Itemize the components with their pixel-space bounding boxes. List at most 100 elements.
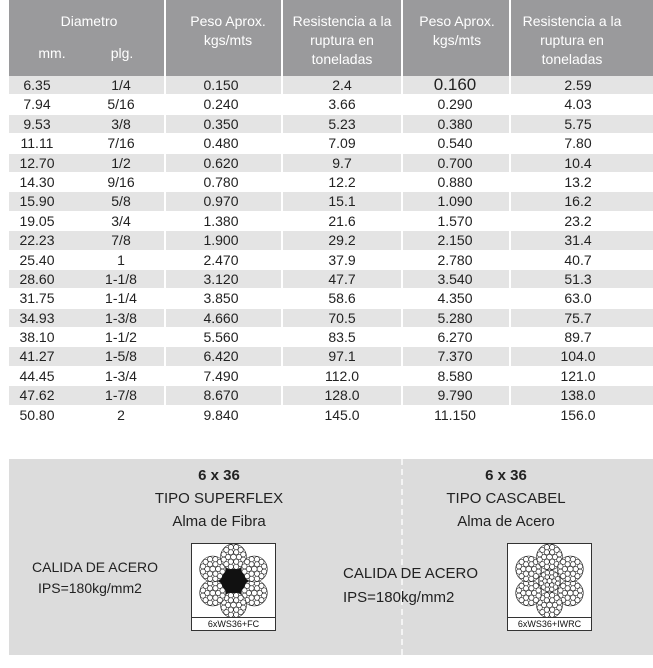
column-divider [164, 269, 166, 289]
column-divider [401, 366, 403, 386]
column-divider [164, 366, 166, 386]
wire [560, 582, 567, 589]
column-divider [509, 153, 511, 173]
table-row: 12.70 1/2 0.620 9.7 0.700 10.4 [9, 153, 653, 173]
wire [528, 575, 535, 582]
column-divider [401, 134, 403, 154]
column-divider [401, 269, 403, 289]
wire [225, 602, 231, 608]
column-divider [281, 192, 283, 212]
table-cell: 0.540 [437, 135, 473, 152]
wire [220, 551, 227, 558]
wire [543, 544, 550, 551]
table-cell: 15.1 [328, 193, 356, 210]
column-divider [509, 289, 511, 309]
wire [553, 594, 560, 601]
column-divider [509, 192, 511, 212]
wire [207, 599, 213, 606]
left-calida: CALIDA DE ACERO [32, 559, 159, 575]
panel-divider [401, 459, 405, 655]
wire [549, 563, 556, 570]
wire [245, 566, 252, 572]
table-cell: 1-1/4 [105, 290, 137, 307]
header-mm: mm. [38, 45, 66, 61]
table-cell: 0.240 [203, 96, 239, 113]
header-divider [281, 0, 283, 76]
column-divider [164, 192, 166, 212]
table-cell: 0.880 [437, 173, 473, 190]
table-row: 47.62 1-7/8 8.670 128.0 9.790 138.0 [9, 386, 653, 406]
wire [518, 582, 525, 589]
table-cell: 3.66 [328, 96, 356, 113]
wire [523, 599, 529, 606]
wire [223, 561, 230, 568]
wire [233, 563, 240, 570]
column-divider [281, 269, 283, 289]
fiber-core [221, 568, 246, 594]
right-calida: CALIDA DE ACERO [343, 565, 479, 582]
wire [532, 582, 539, 589]
table-cell: 1-1/8 [105, 270, 137, 287]
table-row: 38.10 1-1/2 5.560 83.5 6.270 89.7 [9, 328, 653, 348]
wire [233, 544, 240, 551]
table-cell: 3.850 [203, 290, 239, 307]
column-divider [164, 328, 166, 348]
wire [541, 554, 547, 560]
wire [557, 568, 564, 575]
column-divider [164, 114, 166, 134]
wire [204, 590, 211, 596]
column-divider [509, 114, 511, 134]
wire [553, 572, 559, 578]
right-rope-code: 6xWS36+IWRC [508, 617, 591, 630]
column-divider [401, 211, 403, 231]
table-row: 14.30 9/16 0.780 12.2 0.880 13.2 [9, 172, 653, 193]
table-row: 41.27 1-5/8 6.420 97.1 7.370 104.0 [9, 347, 653, 367]
table-cell: 7/16 [107, 135, 135, 152]
column-divider [509, 211, 511, 231]
table-cell: 121.0 [560, 367, 596, 384]
wire [540, 572, 546, 578]
column-divider [509, 405, 511, 425]
wire [254, 599, 260, 606]
column-divider [401, 328, 403, 348]
wire [223, 546, 230, 553]
wire [574, 573, 581, 580]
table-cell: 11.11 [20, 135, 54, 152]
table-row: 11.11 7/16 0.480 7.09 0.540 7.80 [9, 134, 653, 154]
table-cell: 3/8 [111, 115, 131, 132]
wire [223, 609, 230, 616]
wire [225, 554, 231, 560]
table-cell: 5/16 [107, 96, 135, 113]
table-cell: 19.05 [19, 212, 55, 229]
wire [258, 558, 265, 565]
wire [532, 573, 539, 580]
table-cell: 9.53 [23, 115, 51, 132]
wire [237, 546, 244, 553]
column-divider [164, 211, 166, 231]
table-row: 31.75 1-1/4 3.850 58.6 4.350 63.0 [9, 289, 653, 309]
table-cell: 23.2 [564, 212, 592, 229]
table-cell: 31.75 [19, 290, 55, 307]
table-row: 22.23 7/8 1.900 29.2 2.150 31.4 [9, 231, 653, 251]
wire [543, 563, 550, 570]
wire [539, 561, 546, 568]
table-cell: 1-3/8 [105, 309, 137, 326]
wire [561, 590, 568, 596]
wire [212, 556, 219, 563]
wire [216, 597, 223, 604]
column-divider [164, 250, 166, 270]
table-cell: 1/2 [111, 154, 131, 171]
wire [200, 587, 206, 594]
table-cell: 5.75 [564, 115, 592, 132]
table-cell: 0.160 [433, 75, 477, 94]
rope-types-panel: 6 x 36 TIPO SUPERFLEX Alma de Fibra CALI… [9, 459, 653, 655]
table-cell: 0.150 [203, 77, 239, 93]
wire [207, 556, 213, 563]
wire [516, 563, 522, 570]
table-cell: 9.7 [332, 154, 352, 171]
wire [240, 599, 247, 606]
column-divider [401, 95, 403, 115]
wire [551, 578, 557, 584]
wire [553, 609, 560, 616]
wire [244, 558, 251, 565]
